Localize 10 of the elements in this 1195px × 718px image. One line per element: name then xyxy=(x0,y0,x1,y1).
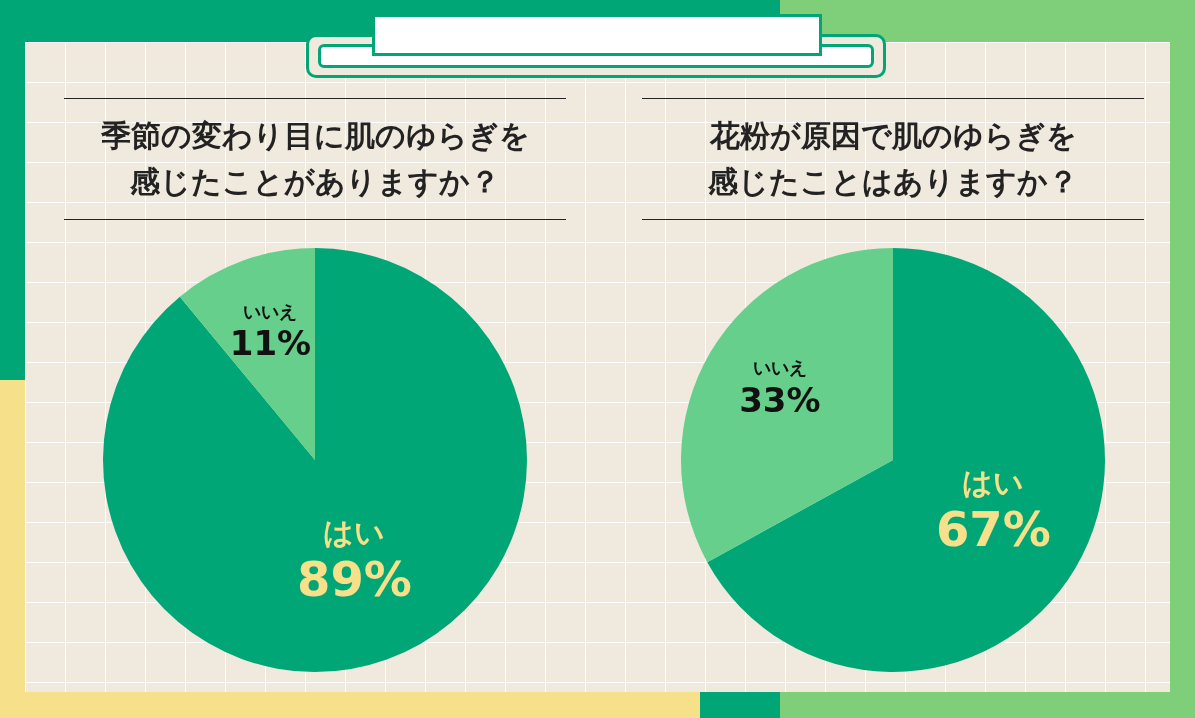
data-label: 89% xyxy=(297,551,412,608)
data-label: 33% xyxy=(739,379,821,420)
slice-label: はい xyxy=(323,515,386,551)
data-label: 11% xyxy=(229,323,312,364)
slice-label: いいえ xyxy=(243,300,298,322)
slice-label: はい xyxy=(962,464,1025,500)
data-label: 67% xyxy=(935,500,1051,557)
chart-title: 季節の変わり目に肌のゆらぎを感じたことがありますか？ xyxy=(99,117,531,201)
chart-title: 花粉が原因で肌のゆらぎを感じたことはありますか？ xyxy=(707,117,1079,201)
slice-label: いいえ xyxy=(752,357,807,379)
